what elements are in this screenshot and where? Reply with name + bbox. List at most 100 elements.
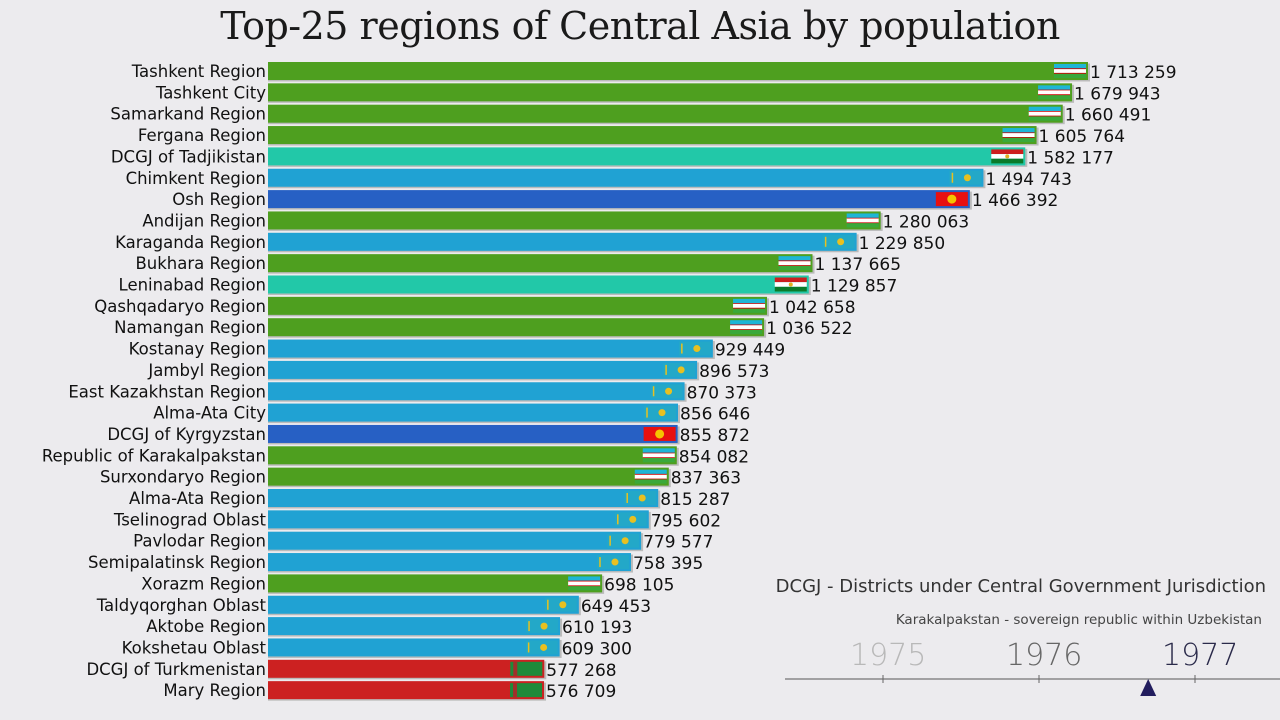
flag-kz-icon: [526, 619, 559, 634]
bar: [268, 147, 1026, 166]
flag-uz-icon: [568, 576, 601, 591]
category-label: Tselinograd Oblast: [113, 510, 267, 529]
category-label: Aktobe Region: [146, 617, 266, 636]
bar: [268, 681, 545, 700]
category-label: Osh Region: [172, 190, 266, 209]
category-label: Kokshetau Oblast: [122, 638, 267, 657]
bar: [268, 424, 678, 443]
bar-row: Fergana Region 1 605 764: [138, 126, 1125, 147]
bar-row: Taldyqorghan Oblast 649 453: [96, 595, 651, 617]
flag-uz-icon: [1038, 85, 1071, 100]
value-label: 1 042 658: [769, 298, 856, 318]
value-label: 610 193: [562, 618, 632, 638]
category-label: Andijan Region: [142, 211, 266, 230]
bar-row: DCGJ of Kyrgyzstan 855 872: [107, 424, 750, 446]
bar-row: Alma-Ata City 856 646: [153, 403, 750, 425]
flag-uz-icon: [1028, 106, 1061, 121]
bar-row: Andijan Region 1 280 063: [142, 211, 969, 232]
value-label: 577 268: [546, 661, 616, 681]
value-label: 1 582 177: [1027, 148, 1114, 168]
value-label: 1 660 491: [1065, 106, 1152, 126]
category-label: Pavlodar Region: [133, 532, 266, 551]
category-label: Fergana Region: [138, 126, 266, 145]
value-label: 896 573: [699, 362, 769, 382]
flag-kz-icon: [663, 362, 696, 377]
bar-row: Kokshetau Oblast 609 300: [122, 638, 632, 659]
bar-row: Chimkent Region 1 494 743: [126, 168, 1072, 190]
flag-uz-icon: [634, 469, 667, 484]
category-label: Mary Region: [163, 681, 266, 700]
bar: [268, 62, 1088, 80]
flag-uz-icon: [733, 298, 766, 313]
flag-uz-icon: [1054, 64, 1086, 78]
category-label: Republic of Karakalpakstan: [42, 446, 266, 465]
bar: [268, 403, 679, 422]
bar-row: Tselinograd Oblast 795 602: [113, 510, 721, 531]
category-label: DCGJ of Tadjikistan: [111, 147, 266, 166]
flag-kz-icon: [678, 341, 711, 356]
bar-row: Semipalatinsk Region 758 395: [88, 553, 703, 574]
category-label: Chimkent Region: [126, 169, 266, 188]
value-label: 779 577: [643, 533, 713, 553]
value-label: 1 137 665: [815, 255, 902, 275]
timeline-marker-icon[interactable]: [1140, 679, 1157, 696]
bar: [268, 104, 1063, 123]
value-label: 649 453: [581, 597, 651, 617]
flag-uz-icon: [846, 213, 879, 228]
value-label: 698 105: [604, 575, 674, 595]
value-label: 870 373: [687, 383, 757, 403]
bar: [268, 318, 765, 337]
karakalpakstan-note: Karakalpakstan - sovereign republic with…: [895, 612, 1262, 628]
bar-row: Mary Region 576 709: [163, 681, 616, 702]
bar: [268, 531, 642, 550]
flag-tm-icon: [510, 683, 543, 698]
bar-row: DCGJ of Turkmenistan 577 268: [86, 659, 617, 681]
bar: [268, 168, 984, 187]
category-label: Samarkand Region: [110, 105, 266, 124]
category-label: Namangan Region: [114, 318, 266, 337]
bar: [268, 553, 631, 572]
value-label: 576 709: [546, 682, 616, 702]
category-label: Qashqadaryo Region: [94, 297, 266, 316]
flag-kz-icon: [644, 405, 677, 420]
bar: [268, 232, 857, 251]
category-label: Kostanay Region: [129, 340, 266, 359]
bar-row: Leninabad Region 1 129 857: [119, 275, 898, 297]
value-label: 855 872: [680, 426, 750, 446]
bar-row: Namangan Region 1 036 522: [114, 318, 853, 339]
bar: [268, 446, 677, 465]
flag-kz-icon: [650, 384, 683, 399]
value-label: 1 036 522: [766, 319, 853, 339]
bar: [268, 382, 685, 401]
category-label: DCGJ of Turkmenistan: [86, 660, 266, 679]
category-label: DCGJ of Kyrgyzstan: [107, 425, 266, 444]
flag-kz-icon: [614, 512, 647, 527]
bar: [268, 467, 669, 486]
bar-row: Aktobe Region 610 193: [146, 617, 632, 638]
category-label: Xorazm Region: [141, 574, 266, 593]
bar: [268, 296, 768, 315]
bar-row: DCGJ of Tadjikistan 1 582 177: [111, 147, 1114, 168]
flag-kg-icon: [935, 192, 968, 207]
value-label: 1 129 857: [811, 277, 898, 297]
bar-row: Alma-Ata Region 815 287: [129, 489, 731, 510]
bar: [268, 275, 809, 294]
category-label: Alma-Ata City: [153, 404, 266, 423]
value-label: 854 082: [679, 447, 749, 467]
flag-kg-icon: [643, 426, 676, 441]
bar-row: Bukhara Region 1 137 665: [135, 254, 901, 275]
category-label: Taldyqorghan Oblast: [96, 596, 267, 615]
value-label: 815 287: [660, 490, 730, 510]
bar-row: Tashkent City 1 679 943: [155, 83, 1161, 104]
category-label: Leninabad Region: [119, 276, 266, 295]
value-label: 1 229 850: [859, 234, 946, 254]
bar: [268, 595, 579, 614]
bar: [268, 617, 561, 636]
flag-kz-icon: [525, 640, 558, 655]
flag-tm-icon: [510, 661, 543, 676]
value-label: 609 300: [562, 639, 632, 659]
category-label: Alma-Ata Region: [129, 489, 266, 508]
category-label: Surxondaryo Region: [100, 468, 266, 487]
